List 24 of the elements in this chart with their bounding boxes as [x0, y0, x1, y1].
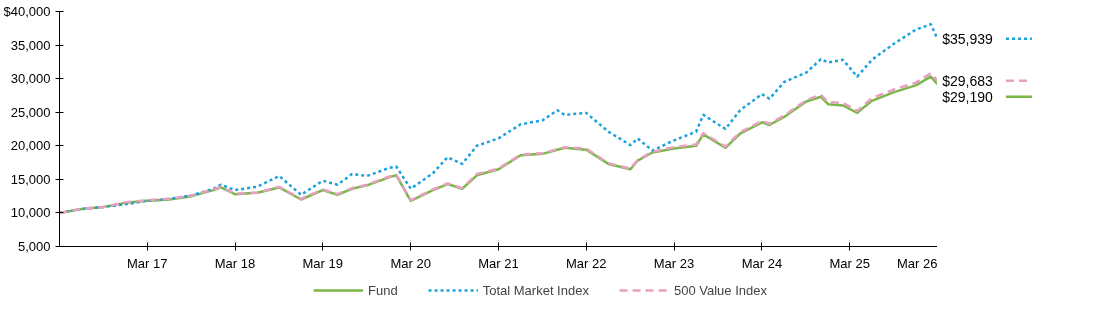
- y-tick-label: 10,000: [10, 205, 51, 221]
- data-label: $29,683: [942, 72, 994, 89]
- y-tick-label: 30,000: [10, 71, 51, 87]
- data-label: $29,190: [942, 88, 994, 105]
- x-tick-label: Mar 18: [214, 255, 256, 271]
- x-tick-label: Mar 22: [566, 255, 607, 271]
- data-label: $35,939: [942, 30, 994, 47]
- x-tick-label: Mar 25: [829, 255, 870, 271]
- x-tick-label: Mar 26: [897, 255, 938, 271]
- legend-label: Fund: [368, 282, 398, 298]
- x-tick-label: Mar 17: [127, 255, 168, 271]
- legend-label: Total Market Index: [482, 282, 589, 298]
- x-tick-label: Mar 24: [741, 255, 783, 271]
- x-tick-label: Mar 23: [653, 255, 695, 271]
- y-tick-label: 35,000: [10, 37, 51, 53]
- x-tick-label: Mar 20: [390, 255, 431, 271]
- x-tick-label: Mar 19: [302, 255, 343, 271]
- y-tick-label: $40,000: [3, 4, 51, 19]
- y-tick-label: 25,000: [10, 104, 51, 120]
- legend-label: 500 Value Index: [673, 282, 767, 298]
- x-tick-label: Mar 21: [478, 255, 519, 271]
- y-tick-label: 5,000: [17, 239, 51, 254]
- y-tick-label: 15,000: [10, 171, 51, 187]
- y-tick-label: 20,000: [10, 138, 51, 154]
